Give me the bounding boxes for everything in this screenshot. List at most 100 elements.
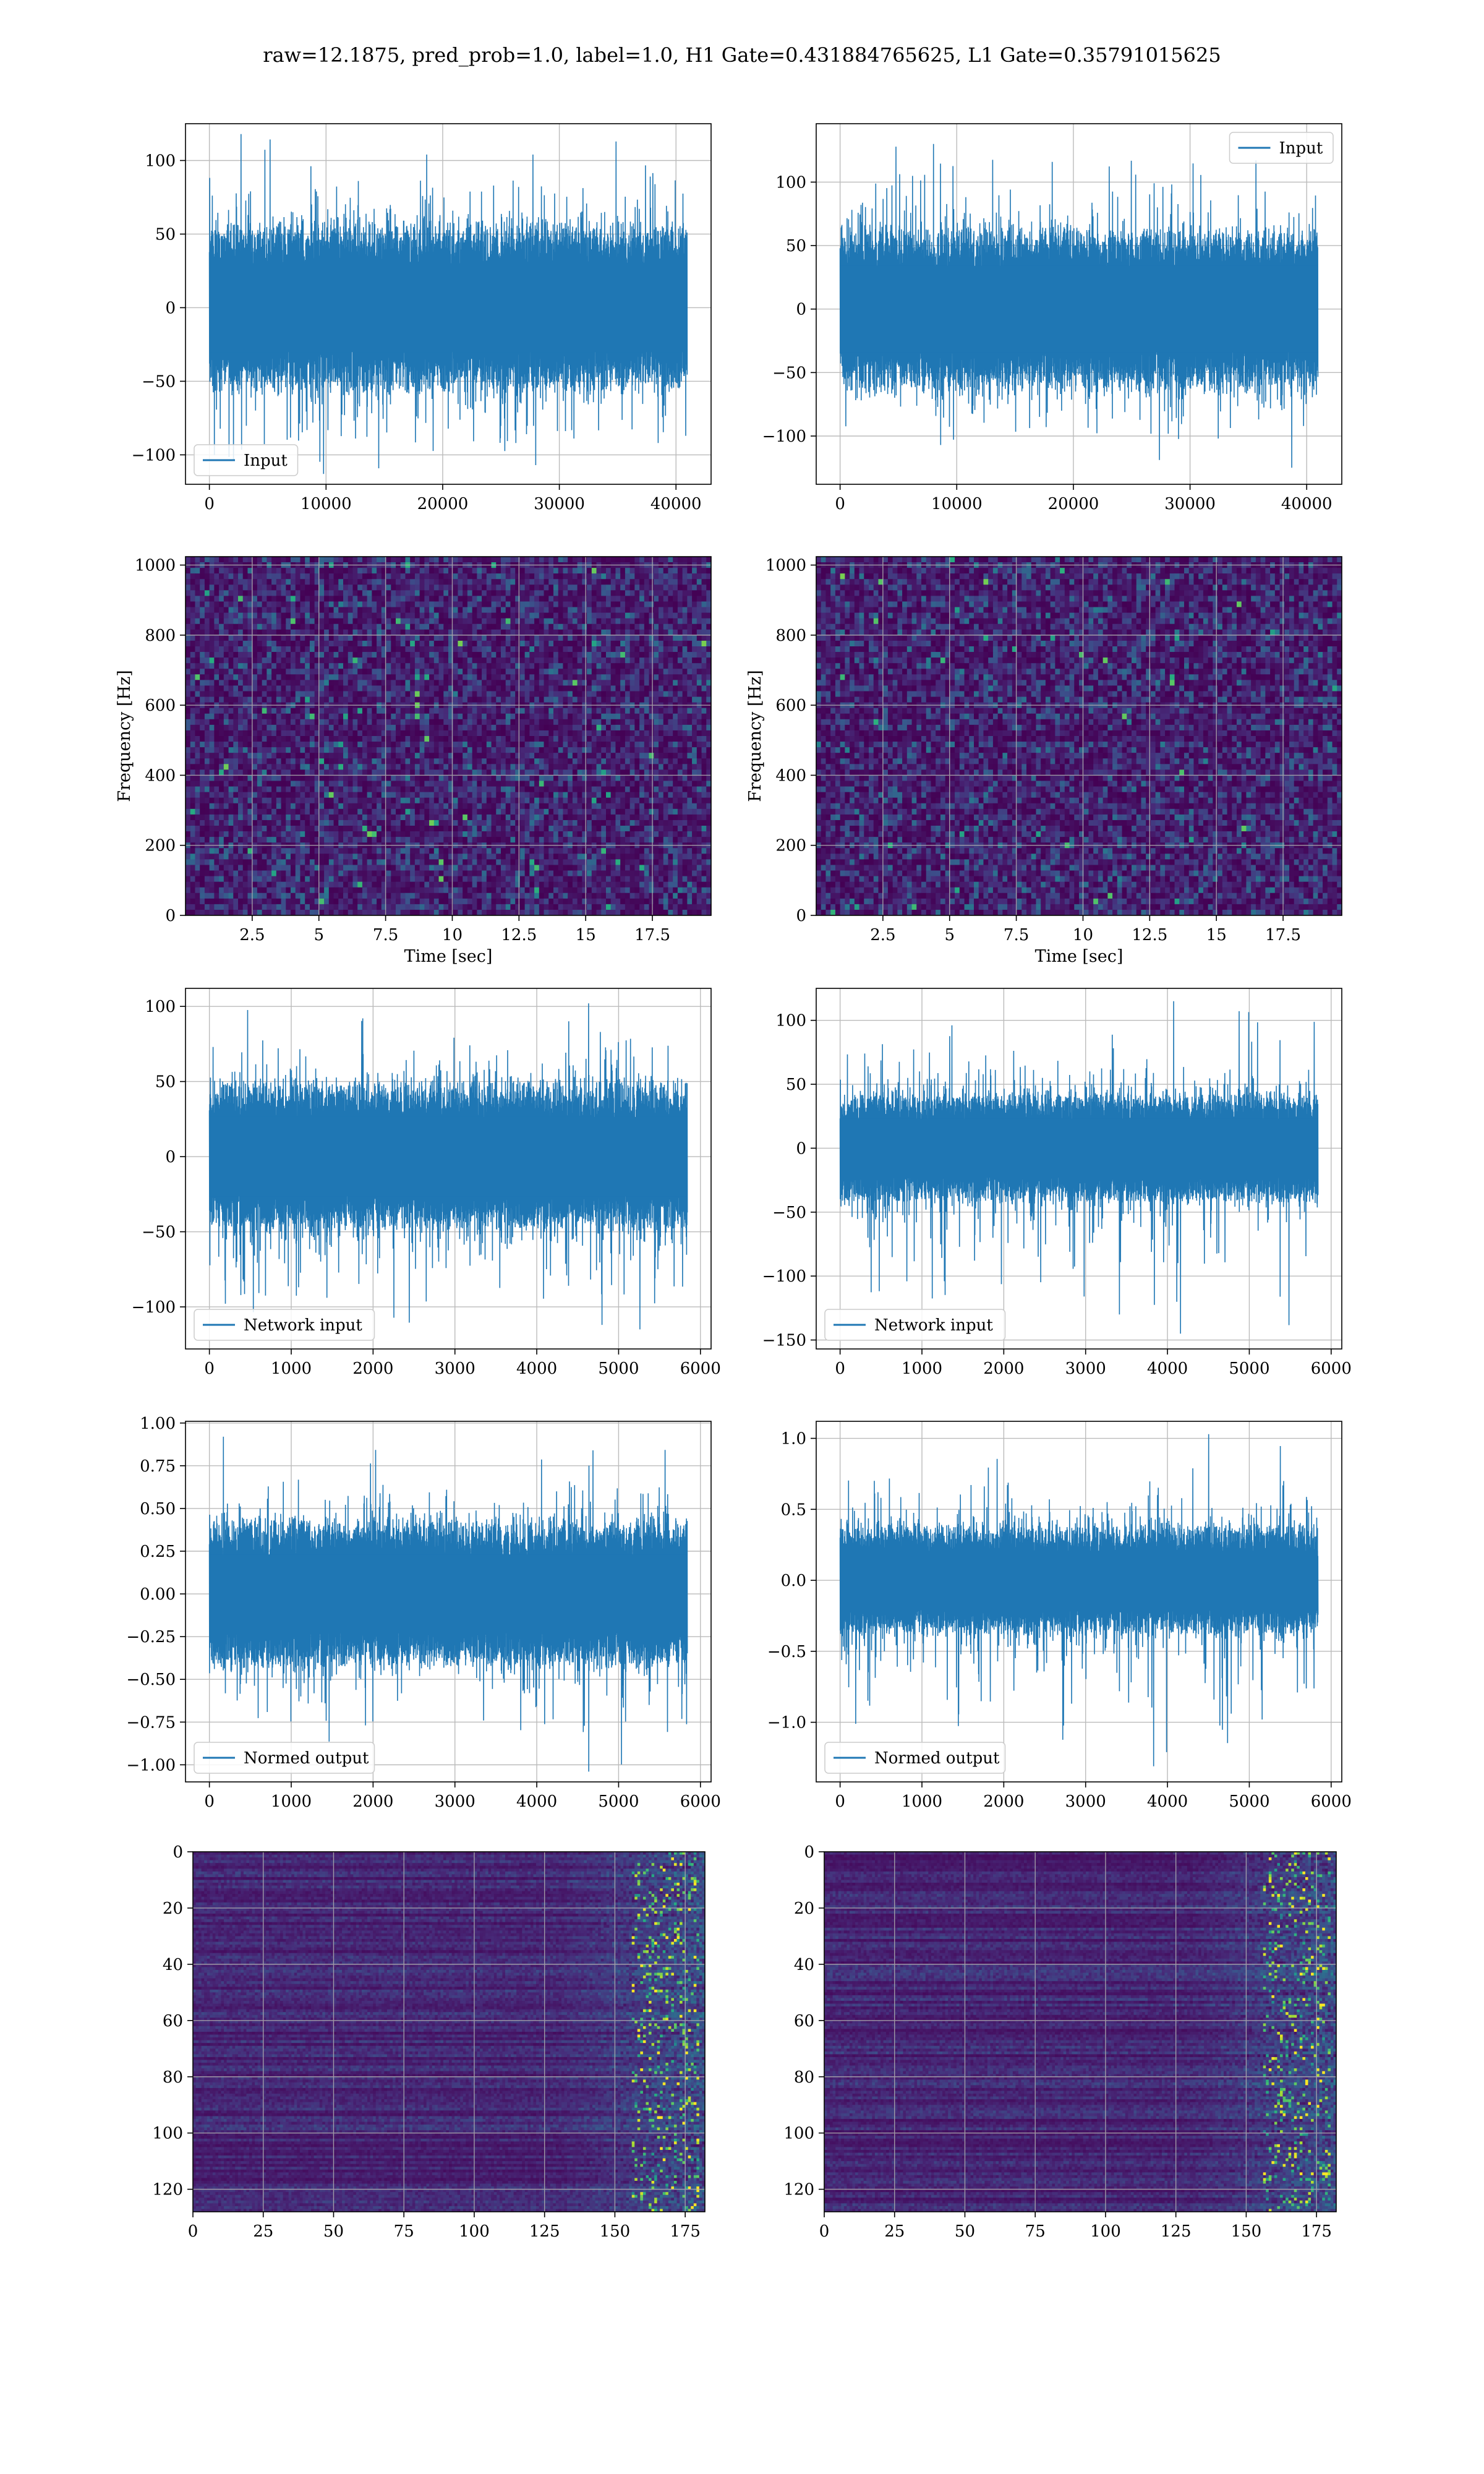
heatmap-cell	[496, 674, 501, 680]
heatmap-cell	[210, 573, 215, 580]
heatmap-cell	[625, 680, 630, 686]
heatmap-cell	[190, 613, 195, 619]
heatmap-cell	[548, 652, 553, 658]
heatmap-cell	[501, 697, 506, 703]
heatmap-cell	[267, 697, 271, 703]
heatmap-cell	[305, 691, 310, 698]
heatmap-cell	[329, 646, 334, 653]
heatmap-cell	[678, 630, 683, 636]
heatmap-cell	[224, 590, 229, 596]
heatmap-cell	[214, 719, 219, 726]
heatmap-cell	[205, 781, 210, 787]
heatmap-cell	[424, 635, 429, 641]
heatmap-cell	[210, 753, 215, 759]
heatmap-cell	[300, 714, 305, 720]
heatmap-cell	[420, 579, 425, 585]
heatmap-cell	[525, 719, 530, 726]
heatmap-cell	[401, 753, 406, 759]
heatmap-cell	[300, 646, 305, 653]
heatmap-cell	[267, 630, 271, 636]
heatmap-cell	[372, 798, 377, 804]
heatmap-cell	[377, 691, 382, 698]
heatmap-cell	[415, 568, 420, 574]
heatmap-cell	[262, 775, 267, 781]
heatmap-cell	[597, 781, 602, 787]
heatmap-cell	[429, 730, 434, 737]
heatmap-cell	[654, 758, 659, 764]
heatmap-cell	[434, 781, 439, 787]
heatmap-cell	[477, 657, 482, 664]
heatmap-cell	[501, 714, 506, 720]
heatmap-cell	[238, 602, 243, 608]
heatmap-cell	[487, 747, 492, 753]
heatmap-cell	[482, 663, 487, 669]
heatmap-cell	[377, 764, 382, 770]
heatmap-cell	[348, 641, 353, 647]
heatmap-cell	[501, 758, 506, 764]
heatmap-cell	[405, 697, 410, 703]
heatmap-cell	[214, 781, 219, 787]
heatmap-cell	[692, 736, 697, 742]
heatmap-cell	[429, 697, 434, 703]
heatmap-cell	[597, 708, 602, 714]
heatmap-cell	[329, 769, 334, 776]
heatmap-cell	[506, 781, 511, 787]
heatmap-cell	[186, 635, 190, 641]
heatmap-cell	[396, 708, 401, 714]
heatmap-cell	[458, 792, 463, 798]
heatmap-cell	[281, 758, 286, 764]
heatmap-cell	[520, 579, 525, 585]
heatmap-cell	[205, 646, 210, 653]
heatmap-cell	[639, 624, 644, 630]
heatmap-cell	[396, 663, 401, 669]
heatmap-cell	[458, 708, 463, 714]
heatmap-cell	[458, 641, 463, 647]
heatmap-cell	[477, 769, 482, 776]
heatmap-cell	[578, 781, 582, 787]
heatmap-cell	[663, 680, 668, 686]
heatmap-cell	[443, 607, 448, 614]
heatmap-cell	[367, 584, 372, 591]
heatmap-cell	[343, 753, 348, 759]
heatmap-cell	[520, 725, 525, 731]
heatmap-cell	[310, 557, 315, 563]
heatmap-cell	[625, 663, 630, 669]
heatmap-cell	[348, 769, 353, 776]
heatmap-cell	[310, 674, 315, 680]
heatmap-cell	[291, 719, 296, 726]
heatmap-cell	[587, 602, 592, 608]
heatmap-cell	[529, 742, 534, 748]
heatmap-cell	[525, 596, 530, 602]
heatmap-cell	[506, 590, 511, 596]
heatmap-cell	[324, 764, 329, 770]
heatmap-cell	[702, 641, 707, 647]
heatmap-cell	[472, 764, 477, 770]
heatmap-cell	[659, 630, 663, 636]
heatmap-cell	[410, 624, 415, 630]
heatmap-cell	[463, 714, 467, 720]
heatmap-cell	[683, 747, 688, 753]
heatmap-cell	[252, 803, 257, 810]
heatmap-cell	[238, 758, 243, 764]
heatmap-cell	[210, 736, 215, 742]
heatmap-cell	[352, 613, 357, 619]
heatmap-cell	[472, 781, 477, 787]
heatmap-cell	[233, 630, 238, 636]
heatmap-cell	[343, 730, 348, 737]
heatmap-cell	[257, 568, 262, 574]
heatmap-cell	[257, 590, 262, 596]
heatmap-cell	[673, 613, 678, 619]
heatmap-cell	[348, 747, 353, 753]
heatmap-cell	[357, 714, 362, 720]
heatmap-cell	[238, 618, 243, 625]
heatmap-cell	[300, 590, 305, 596]
heatmap-cell	[702, 602, 707, 608]
heatmap-cell	[238, 747, 243, 753]
heatmap-cell	[186, 798, 190, 804]
heatmap-cell	[611, 781, 616, 787]
heatmap-cell	[525, 618, 530, 625]
heatmap-cell	[453, 803, 458, 810]
heatmap-cell	[352, 714, 357, 720]
heatmap-cell	[243, 641, 248, 647]
heatmap-cell	[467, 579, 472, 585]
